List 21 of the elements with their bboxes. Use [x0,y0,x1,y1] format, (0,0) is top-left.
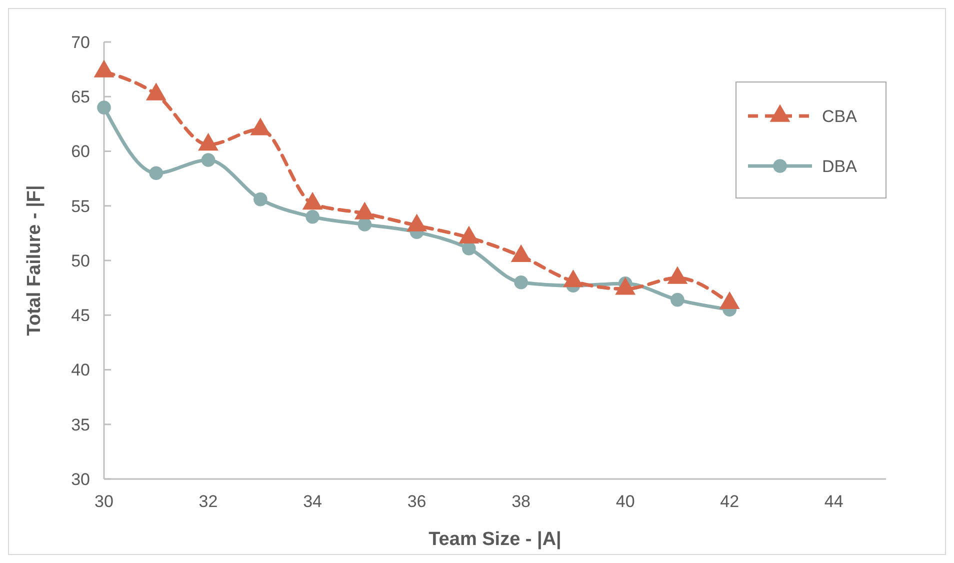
y-tick-label: 30 [71,470,90,489]
x-tick-label: 42 [720,492,740,511]
y-tick-label: 45 [71,306,90,326]
x-tick-label: 40 [616,492,635,511]
y-tick-label: 70 [71,32,90,52]
x-tick-label: 36 [407,492,426,511]
y-tick-label: 55 [71,196,90,216]
y-tick-label: 50 [71,251,90,270]
legend-label: CBA [822,106,858,126]
x-tick-label: 34 [303,492,322,511]
x-tick-label: 44 [824,492,844,511]
x-axis-title: Team Size - |A| [428,529,562,550]
y-axis-title: Total Failure - |F| [24,185,45,336]
y-tick-label: 65 [71,88,90,107]
x-tick-label: 38 [512,492,531,511]
x-tick-label: 32 [198,492,218,511]
y-tick-label: 35 [71,415,90,434]
y-tick-label: 60 [71,142,90,162]
y-tick-label: 40 [71,360,90,380]
legend-label: DBA [822,156,858,176]
x-tick-label: 30 [94,492,114,511]
